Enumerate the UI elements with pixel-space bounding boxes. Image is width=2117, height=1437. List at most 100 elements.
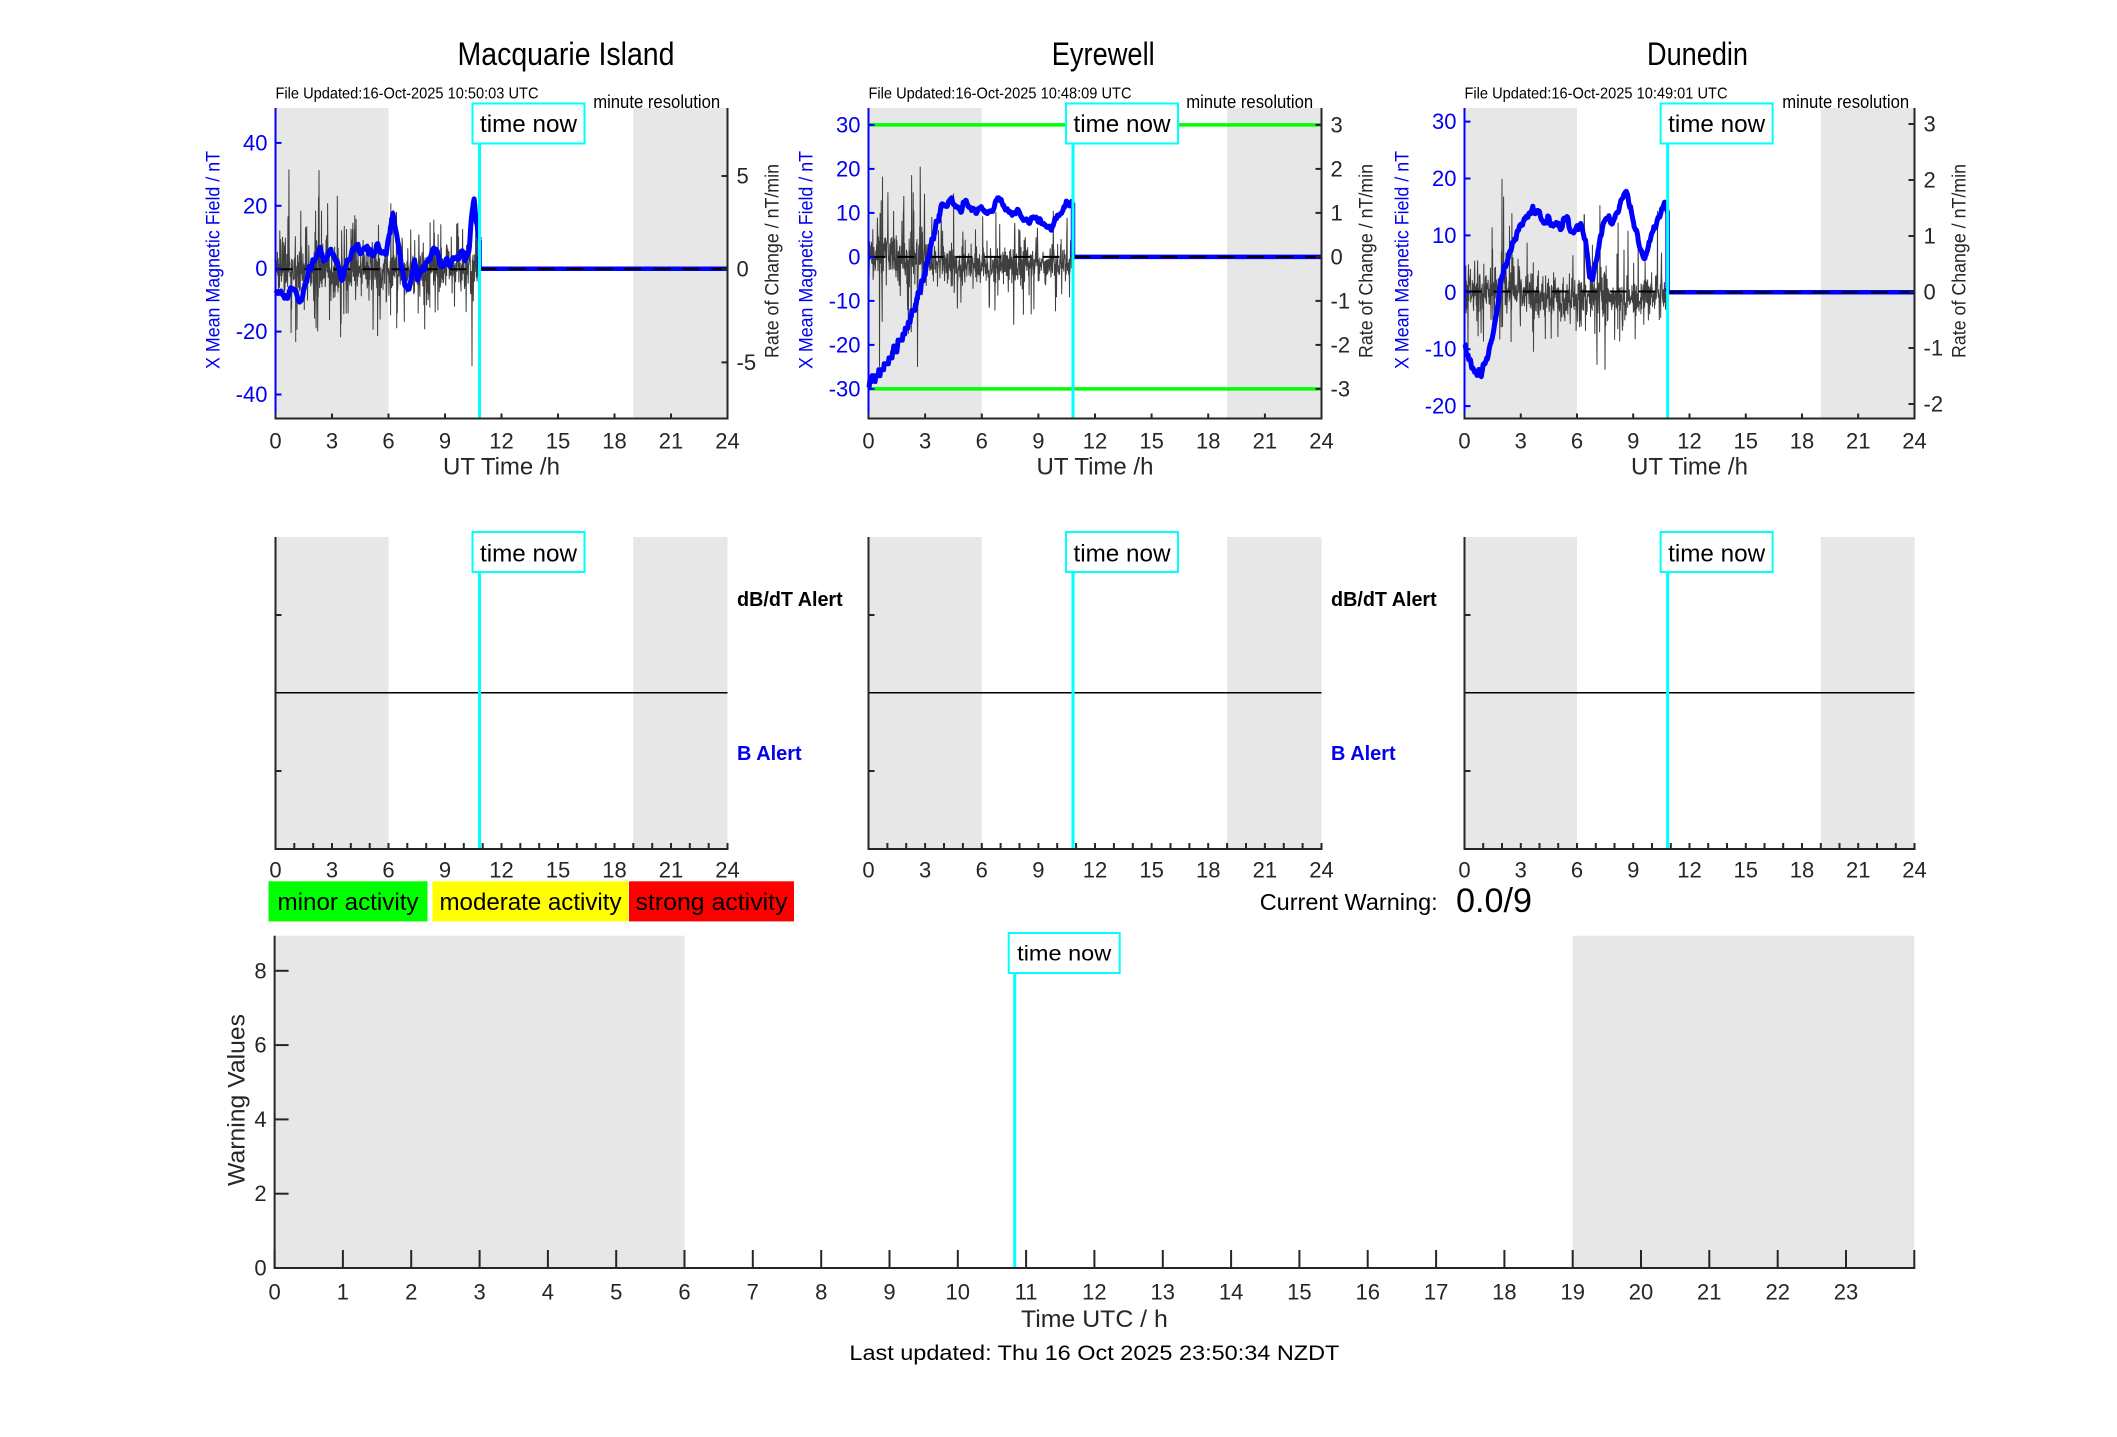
svg-text:Last updated: Thu 16 Oct 2025: Last updated: Thu 16 Oct 2025 23:50:34 N… xyxy=(849,1342,1339,1365)
svg-text:-10: -10 xyxy=(1425,337,1457,362)
svg-text:6: 6 xyxy=(1571,429,1583,454)
svg-text:Time UTC / h: Time UTC / h xyxy=(1021,1306,1168,1333)
svg-text:-5: -5 xyxy=(737,350,757,375)
svg-text:12: 12 xyxy=(1082,1280,1106,1305)
svg-text:40: 40 xyxy=(243,130,267,155)
svg-text:3: 3 xyxy=(326,429,338,454)
svg-text:22: 22 xyxy=(1765,1280,1789,1305)
svg-text:30: 30 xyxy=(836,112,860,137)
svg-text:6: 6 xyxy=(976,858,988,883)
svg-text:24: 24 xyxy=(1902,858,1926,883)
svg-text:0: 0 xyxy=(1458,429,1470,454)
svg-text:3: 3 xyxy=(919,858,931,883)
svg-text:19: 19 xyxy=(1560,1280,1584,1305)
svg-text:9: 9 xyxy=(439,429,451,454)
svg-text:-2: -2 xyxy=(1924,392,1944,417)
svg-text:9: 9 xyxy=(1627,429,1639,454)
svg-text:9: 9 xyxy=(1032,429,1044,454)
svg-text:14: 14 xyxy=(1219,1280,1243,1305)
svg-text:5: 5 xyxy=(610,1280,622,1305)
svg-text:24: 24 xyxy=(715,429,739,454)
svg-text:24: 24 xyxy=(1902,429,1926,454)
svg-text:13: 13 xyxy=(1151,1280,1175,1305)
svg-text:File Updated:16-Oct-2025 10:49: File Updated:16-Oct-2025 10:49:01 UTC xyxy=(1465,86,1728,103)
svg-text:21: 21 xyxy=(1846,858,1870,883)
svg-text:21: 21 xyxy=(659,429,683,454)
svg-text:6: 6 xyxy=(1571,858,1583,883)
svg-text:0: 0 xyxy=(268,1280,280,1305)
svg-text:18: 18 xyxy=(1492,1280,1516,1305)
svg-text:20: 20 xyxy=(243,193,267,218)
svg-text:time now: time now xyxy=(480,111,578,138)
svg-text:dB/dT Alert: dB/dT Alert xyxy=(1331,589,1437,611)
svg-text:0: 0 xyxy=(1924,280,1936,305)
svg-text:time now: time now xyxy=(1668,541,1766,568)
svg-text:Eyrewell: Eyrewell xyxy=(1052,36,1155,72)
svg-text:-40: -40 xyxy=(236,382,268,407)
svg-text:0.0/9: 0.0/9 xyxy=(1456,882,1532,920)
svg-text:15: 15 xyxy=(1734,858,1758,883)
svg-text:16: 16 xyxy=(1355,1280,1379,1305)
svg-text:4: 4 xyxy=(542,1280,554,1305)
svg-text:5: 5 xyxy=(737,164,749,189)
svg-text:time now: time now xyxy=(1017,943,1112,966)
svg-text:18: 18 xyxy=(1196,858,1220,883)
svg-text:Warning Values: Warning Values xyxy=(224,1014,251,1186)
svg-text:X Mean Magnetic Field / nT: X Mean Magnetic Field / nT xyxy=(797,151,818,369)
svg-text:Current Warning:: Current Warning: xyxy=(1260,889,1438,915)
svg-text:4: 4 xyxy=(254,1107,266,1132)
svg-text:File Updated:16-Oct-2025 10:50: File Updated:16-Oct-2025 10:50:03 UTC xyxy=(276,86,539,103)
svg-text:15: 15 xyxy=(546,429,570,454)
svg-text:File Updated:16-Oct-2025 10:48: File Updated:16-Oct-2025 10:48:09 UTC xyxy=(869,86,1132,103)
svg-text:3: 3 xyxy=(1924,112,1936,137)
svg-text:3: 3 xyxy=(1515,429,1527,454)
svg-text:20: 20 xyxy=(1432,166,1456,191)
svg-text:-2: -2 xyxy=(1331,332,1351,357)
svg-text:15: 15 xyxy=(546,858,570,883)
svg-text:6: 6 xyxy=(678,1280,690,1305)
svg-text:21: 21 xyxy=(1253,858,1277,883)
svg-text:24: 24 xyxy=(1309,858,1333,883)
svg-text:-20: -20 xyxy=(829,332,861,357)
svg-text:18: 18 xyxy=(602,858,626,883)
svg-text:21: 21 xyxy=(1846,429,1870,454)
svg-text:18: 18 xyxy=(1790,429,1814,454)
svg-text:0: 0 xyxy=(255,256,267,281)
svg-text:3: 3 xyxy=(1515,858,1527,883)
svg-text:Rate of Change / nT/min: Rate of Change / nT/min xyxy=(763,164,784,358)
svg-text:Rate of Change / nT/min: Rate of Change / nT/min xyxy=(1357,164,1378,358)
svg-text:9: 9 xyxy=(1032,858,1044,883)
svg-text:12: 12 xyxy=(489,429,513,454)
svg-text:minute resolution: minute resolution xyxy=(1782,92,1909,112)
svg-text:6: 6 xyxy=(382,429,394,454)
svg-text:8: 8 xyxy=(815,1280,827,1305)
svg-text:10: 10 xyxy=(946,1280,970,1305)
svg-text:12: 12 xyxy=(1083,429,1107,454)
svg-text:UT Time /h: UT Time /h xyxy=(443,454,560,481)
svg-text:23: 23 xyxy=(1834,1280,1858,1305)
svg-text:1: 1 xyxy=(1331,200,1343,225)
svg-text:7: 7 xyxy=(747,1280,759,1305)
svg-text:0: 0 xyxy=(269,858,281,883)
svg-text:Dunedin: Dunedin xyxy=(1647,36,1748,72)
svg-text:17: 17 xyxy=(1424,1280,1448,1305)
svg-text:-20: -20 xyxy=(1425,394,1457,419)
svg-text:1: 1 xyxy=(337,1280,349,1305)
svg-text:15: 15 xyxy=(1139,858,1163,883)
svg-text:0: 0 xyxy=(254,1256,266,1281)
svg-text:3: 3 xyxy=(473,1280,485,1305)
svg-text:0: 0 xyxy=(862,858,874,883)
svg-text:minute resolution: minute resolution xyxy=(1186,92,1313,112)
svg-text:-30: -30 xyxy=(829,376,861,401)
svg-text:minor activity: minor activity xyxy=(278,889,419,916)
svg-text:minute resolution: minute resolution xyxy=(593,92,720,112)
svg-text:9: 9 xyxy=(883,1280,895,1305)
svg-text:time now: time now xyxy=(1074,111,1172,138)
svg-text:B Alert: B Alert xyxy=(1331,743,1396,765)
svg-text:10: 10 xyxy=(836,200,860,225)
svg-text:12: 12 xyxy=(1677,429,1701,454)
svg-text:8: 8 xyxy=(254,958,266,983)
svg-text:18: 18 xyxy=(602,429,626,454)
svg-text:X Mean Magnetic Field / nT: X Mean Magnetic Field / nT xyxy=(204,151,225,369)
svg-text:11: 11 xyxy=(1015,1280,1038,1305)
